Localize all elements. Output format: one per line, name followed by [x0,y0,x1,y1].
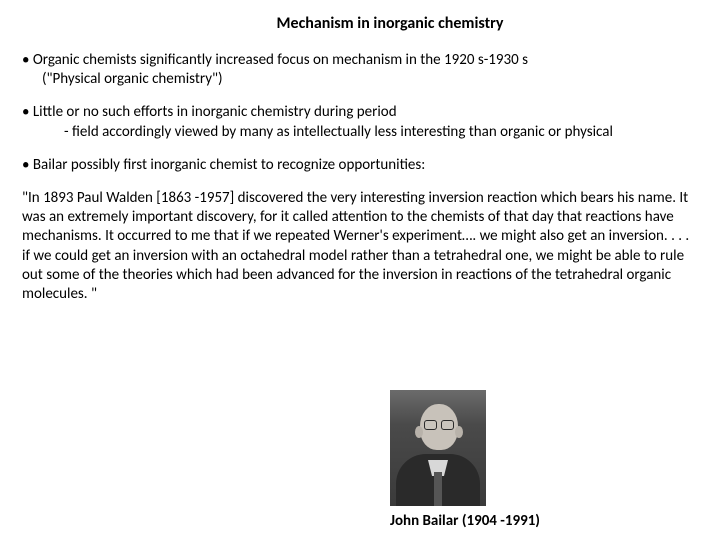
slide-title: Mechanism in inorganic chemistry [22,14,698,33]
bullet-1-line1: • Organic chemists significantly increas… [22,51,698,70]
quote-block: "In 1893 Paul Walden [1863 -1957] discov… [22,189,698,304]
bullet-3: • Bailar possibly first inorganic chemis… [22,156,698,175]
bullet-2-line1: • Little or no such efforts in inorganic… [22,103,698,122]
portrait-image [390,390,486,506]
portrait-caption: John Bailar (1904 -1991) [390,512,540,530]
figure: John Bailar (1904 -1991) [390,390,540,530]
bullet-1-line2: ("Physical organic chemistry") [22,70,698,89]
bullet-1: • Organic chemists significantly increas… [22,51,698,89]
bullet-2-sub: - field accordingly viewed by many as in… [22,123,698,142]
bullet-2: • Little or no such efforts in inorganic… [22,103,698,141]
